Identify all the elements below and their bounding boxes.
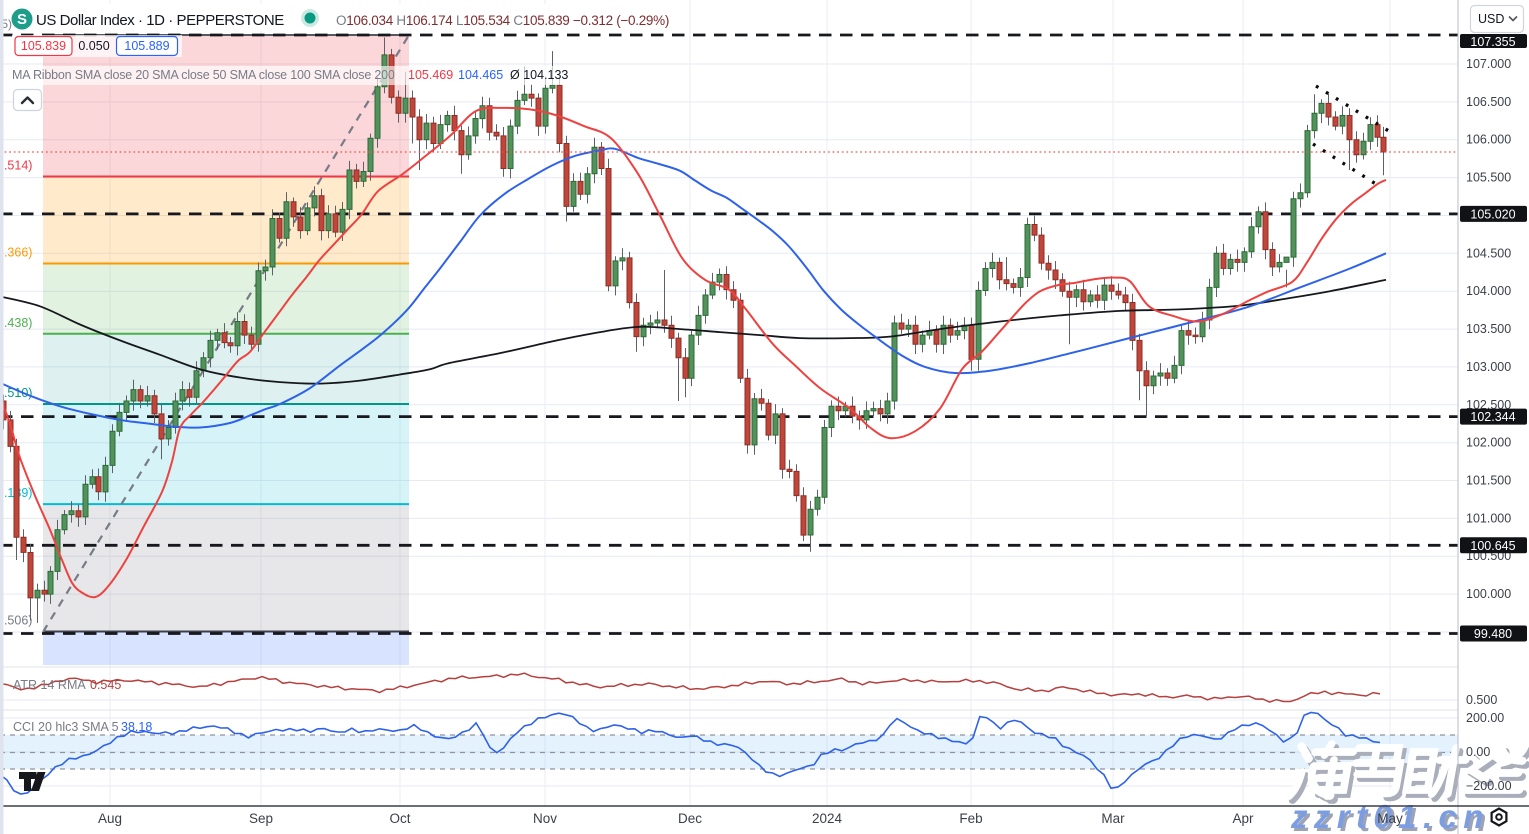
- svg-text:USD: USD: [1478, 12, 1504, 26]
- svg-text:102.000: 102.000: [1466, 436, 1511, 450]
- svg-text:0.050: 0.050: [78, 39, 109, 53]
- svg-text:103.500: 103.500: [1466, 322, 1511, 336]
- svg-text:Mar: Mar: [1101, 811, 1125, 826]
- svg-text:200.00: 200.00: [1466, 711, 1504, 725]
- svg-text:105.469: 105.469: [408, 68, 453, 82]
- svg-text:103.000: 103.000: [1466, 360, 1511, 374]
- svg-text:99.480: 99.480: [1474, 627, 1512, 641]
- svg-text:101.500: 101.500: [1466, 474, 1511, 488]
- svg-text:2024: 2024: [812, 811, 843, 826]
- svg-text:104.000: 104.000: [1466, 284, 1511, 298]
- svg-text:0.00: 0.00: [1466, 745, 1490, 759]
- svg-text:May: May: [1377, 811, 1403, 826]
- svg-text:MA Ribbon SMA close 20 SMA clo: MA Ribbon SMA close 20 SMA close 50 SMA …: [12, 68, 395, 82]
- svg-text:102.344: 102.344: [1470, 410, 1515, 424]
- svg-text:CCI 20 hlc3 SMA 5: CCI 20 hlc3 SMA 5: [13, 720, 119, 734]
- svg-text:ATR 14 RMA: ATR 14 RMA: [13, 678, 86, 692]
- svg-text:O106.034 H106.174 L105.534 C10: O106.034 H106.174 L105.534 C105.839 −0.3…: [336, 13, 669, 28]
- svg-text:Sep: Sep: [249, 811, 273, 826]
- svg-text:107.000: 107.000: [1466, 57, 1511, 71]
- svg-text:Apr: Apr: [1232, 811, 1254, 826]
- svg-text:Feb: Feb: [959, 811, 982, 826]
- svg-text:105.889: 105.889: [124, 39, 169, 53]
- svg-text:107.355: 107.355: [1470, 35, 1515, 49]
- svg-text:105.020: 105.020: [1470, 207, 1515, 221]
- svg-text:2.510): 2.510): [0, 386, 32, 400]
- svg-text:Aug: Aug: [98, 811, 122, 826]
- svg-text:−200.00: −200.00: [1466, 779, 1512, 793]
- svg-text:104.500: 104.500: [1466, 246, 1511, 260]
- svg-text:S: S: [17, 11, 27, 28]
- svg-text:0.545: 0.545: [90, 678, 121, 692]
- svg-text:101.000: 101.000: [1466, 511, 1511, 525]
- svg-text:Oct: Oct: [389, 811, 410, 826]
- svg-text:106.500: 106.500: [1466, 95, 1511, 109]
- svg-text:US Dollar Index · 1D · PEPPERS: US Dollar Index · 1D · PEPPERSTONE: [36, 12, 284, 29]
- svg-text:104.465: 104.465: [458, 68, 503, 82]
- svg-text:106.000: 106.000: [1466, 133, 1511, 147]
- svg-text:38.18: 38.18: [121, 720, 152, 734]
- svg-text:100.000: 100.000: [1466, 587, 1511, 601]
- svg-text:zzrt01.cn: zzrt01.cn: [1290, 798, 1490, 834]
- svg-text:Ø 104.133: Ø 104.133: [510, 68, 568, 82]
- svg-text:Dec: Dec: [678, 811, 702, 826]
- svg-text:4.366): 4.366): [0, 246, 32, 260]
- svg-text:Nov: Nov: [533, 811, 557, 826]
- svg-text:3.438): 3.438): [0, 316, 32, 330]
- svg-text:105.839: 105.839: [21, 39, 66, 53]
- svg-text:100.645: 100.645: [1470, 539, 1515, 553]
- svg-text:5.514): 5.514): [0, 159, 32, 173]
- svg-text:0.500: 0.500: [1466, 693, 1497, 707]
- svg-text:102.500: 102.500: [1466, 398, 1511, 412]
- svg-text:9.506): 9.506): [0, 614, 32, 628]
- svg-text:105.500: 105.500: [1466, 171, 1511, 185]
